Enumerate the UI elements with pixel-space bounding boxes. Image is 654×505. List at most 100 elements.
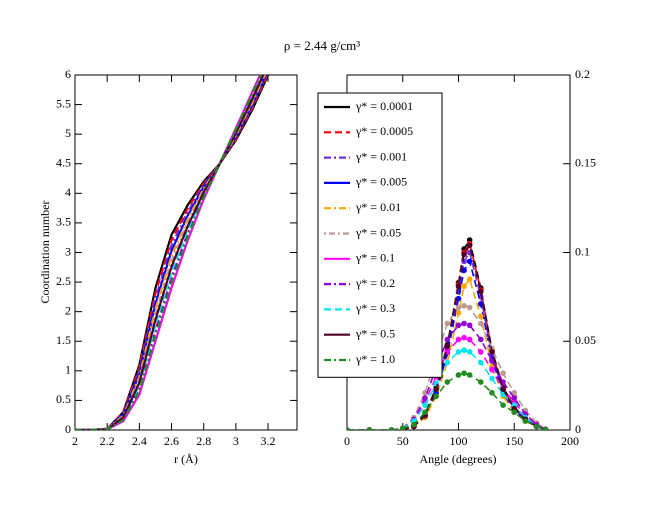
y-tick-label: 0 bbox=[65, 422, 71, 436]
series-group bbox=[75, 75, 270, 430]
data-point bbox=[478, 288, 484, 295]
data-point bbox=[455, 295, 462, 302]
x-tick-label: 2.8 bbox=[196, 434, 211, 448]
data-point bbox=[511, 395, 518, 401]
data-point bbox=[461, 334, 467, 341]
line-series bbox=[75, 75, 262, 430]
data-point bbox=[478, 313, 484, 320]
data-point bbox=[478, 336, 484, 343]
data-point bbox=[478, 349, 484, 355]
data-point bbox=[489, 366, 495, 373]
x-axis-label: r (Å) bbox=[174, 452, 198, 466]
legend-label: γ* = 0.01 bbox=[355, 200, 401, 214]
legend-label: γ* = 0.005 bbox=[355, 175, 407, 189]
data-point bbox=[455, 349, 462, 355]
y-tick-label: 0 bbox=[575, 422, 581, 436]
y-tick-label: 6 bbox=[65, 67, 71, 81]
y-tick-label: 2 bbox=[65, 303, 71, 317]
y-tick-label: 3 bbox=[65, 244, 71, 258]
x-tick-label: 3 bbox=[233, 434, 239, 448]
data-point bbox=[466, 372, 473, 378]
data-point bbox=[455, 372, 462, 378]
data-point bbox=[511, 409, 518, 416]
data-point bbox=[500, 402, 506, 408]
data-point bbox=[461, 302, 467, 309]
y-tick-label: 0.2 bbox=[575, 67, 590, 81]
data-point bbox=[461, 267, 467, 274]
data-point bbox=[542, 426, 549, 430]
data-point bbox=[444, 359, 451, 366]
line-series bbox=[347, 372, 546, 430]
data-point bbox=[388, 427, 395, 430]
data-point bbox=[422, 389, 428, 396]
y-tick-label: 4 bbox=[65, 185, 71, 199]
legend-label: γ* = 1.0 bbox=[355, 352, 395, 366]
y-tick-label: 1 bbox=[65, 363, 71, 377]
y-tick-label: 0.1 bbox=[575, 244, 590, 258]
data-point bbox=[489, 375, 495, 382]
y-axis-label: Coordination number bbox=[38, 201, 52, 304]
data-point bbox=[444, 379, 451, 385]
data-point bbox=[461, 320, 467, 327]
data-point bbox=[478, 379, 484, 385]
data-point bbox=[422, 409, 428, 416]
x-tick-label: 2 bbox=[72, 434, 78, 448]
y-tick-label: 5 bbox=[65, 126, 71, 140]
data-point bbox=[466, 304, 473, 311]
data-point bbox=[489, 357, 495, 364]
data-point bbox=[500, 386, 506, 392]
data-point bbox=[422, 395, 428, 401]
data-point bbox=[455, 304, 462, 311]
data-point bbox=[433, 381, 440, 387]
line-series bbox=[75, 75, 263, 430]
data-point bbox=[466, 349, 473, 355]
legend-box bbox=[317, 92, 443, 378]
y-tick-label: 0.5 bbox=[56, 392, 71, 406]
data-point bbox=[444, 320, 451, 327]
data-point bbox=[411, 421, 417, 428]
series-group bbox=[347, 237, 549, 430]
data-point bbox=[478, 301, 484, 307]
line-series bbox=[75, 75, 264, 430]
legend-label: γ* = 0.2 bbox=[355, 276, 395, 290]
line-series bbox=[347, 304, 546, 430]
y-tick-label: 5.5 bbox=[56, 96, 71, 110]
legend-label: γ* = 0.05 bbox=[355, 225, 401, 239]
data-point bbox=[422, 402, 428, 408]
legend-label: γ* = 0.0005 bbox=[355, 124, 413, 138]
data-point bbox=[466, 336, 473, 343]
data-point bbox=[533, 423, 540, 430]
data-point bbox=[466, 276, 473, 282]
data-point bbox=[461, 347, 467, 353]
data-point bbox=[455, 283, 462, 290]
x-tick-label: 50 bbox=[397, 434, 409, 448]
legend-label: γ* = 0.1 bbox=[355, 251, 395, 265]
x-axis-label: Angle (degrees) bbox=[420, 452, 497, 466]
data-point bbox=[478, 320, 484, 327]
data-point bbox=[466, 242, 473, 249]
data-point bbox=[500, 370, 506, 377]
line-series bbox=[347, 322, 546, 430]
data-point bbox=[433, 393, 440, 400]
data-point bbox=[444, 343, 451, 350]
y-tick-label: 0.15 bbox=[575, 156, 596, 170]
data-point bbox=[366, 427, 373, 430]
data-point bbox=[511, 389, 518, 396]
y-tick-label: 4.5 bbox=[56, 156, 71, 170]
legend-label: γ* = 0.0001 bbox=[355, 99, 413, 113]
x-tick-label: 2.2 bbox=[100, 434, 115, 448]
chart-title: ρ = 2.44 g/cm³ bbox=[284, 38, 360, 53]
x-tick-label: 200 bbox=[561, 434, 579, 448]
plot-frame bbox=[74, 74, 298, 431]
legend-label: γ* = 0.3 bbox=[355, 301, 395, 315]
data-point bbox=[455, 322, 462, 329]
data-point bbox=[466, 258, 473, 265]
y-tick-label: 1.5 bbox=[56, 333, 71, 347]
data-point bbox=[478, 359, 484, 366]
data-point bbox=[347, 427, 350, 430]
data-point bbox=[466, 322, 473, 329]
data-point bbox=[522, 418, 529, 424]
x-tick-label: 0 bbox=[344, 434, 350, 448]
x-tick-label: 150 bbox=[505, 434, 523, 448]
